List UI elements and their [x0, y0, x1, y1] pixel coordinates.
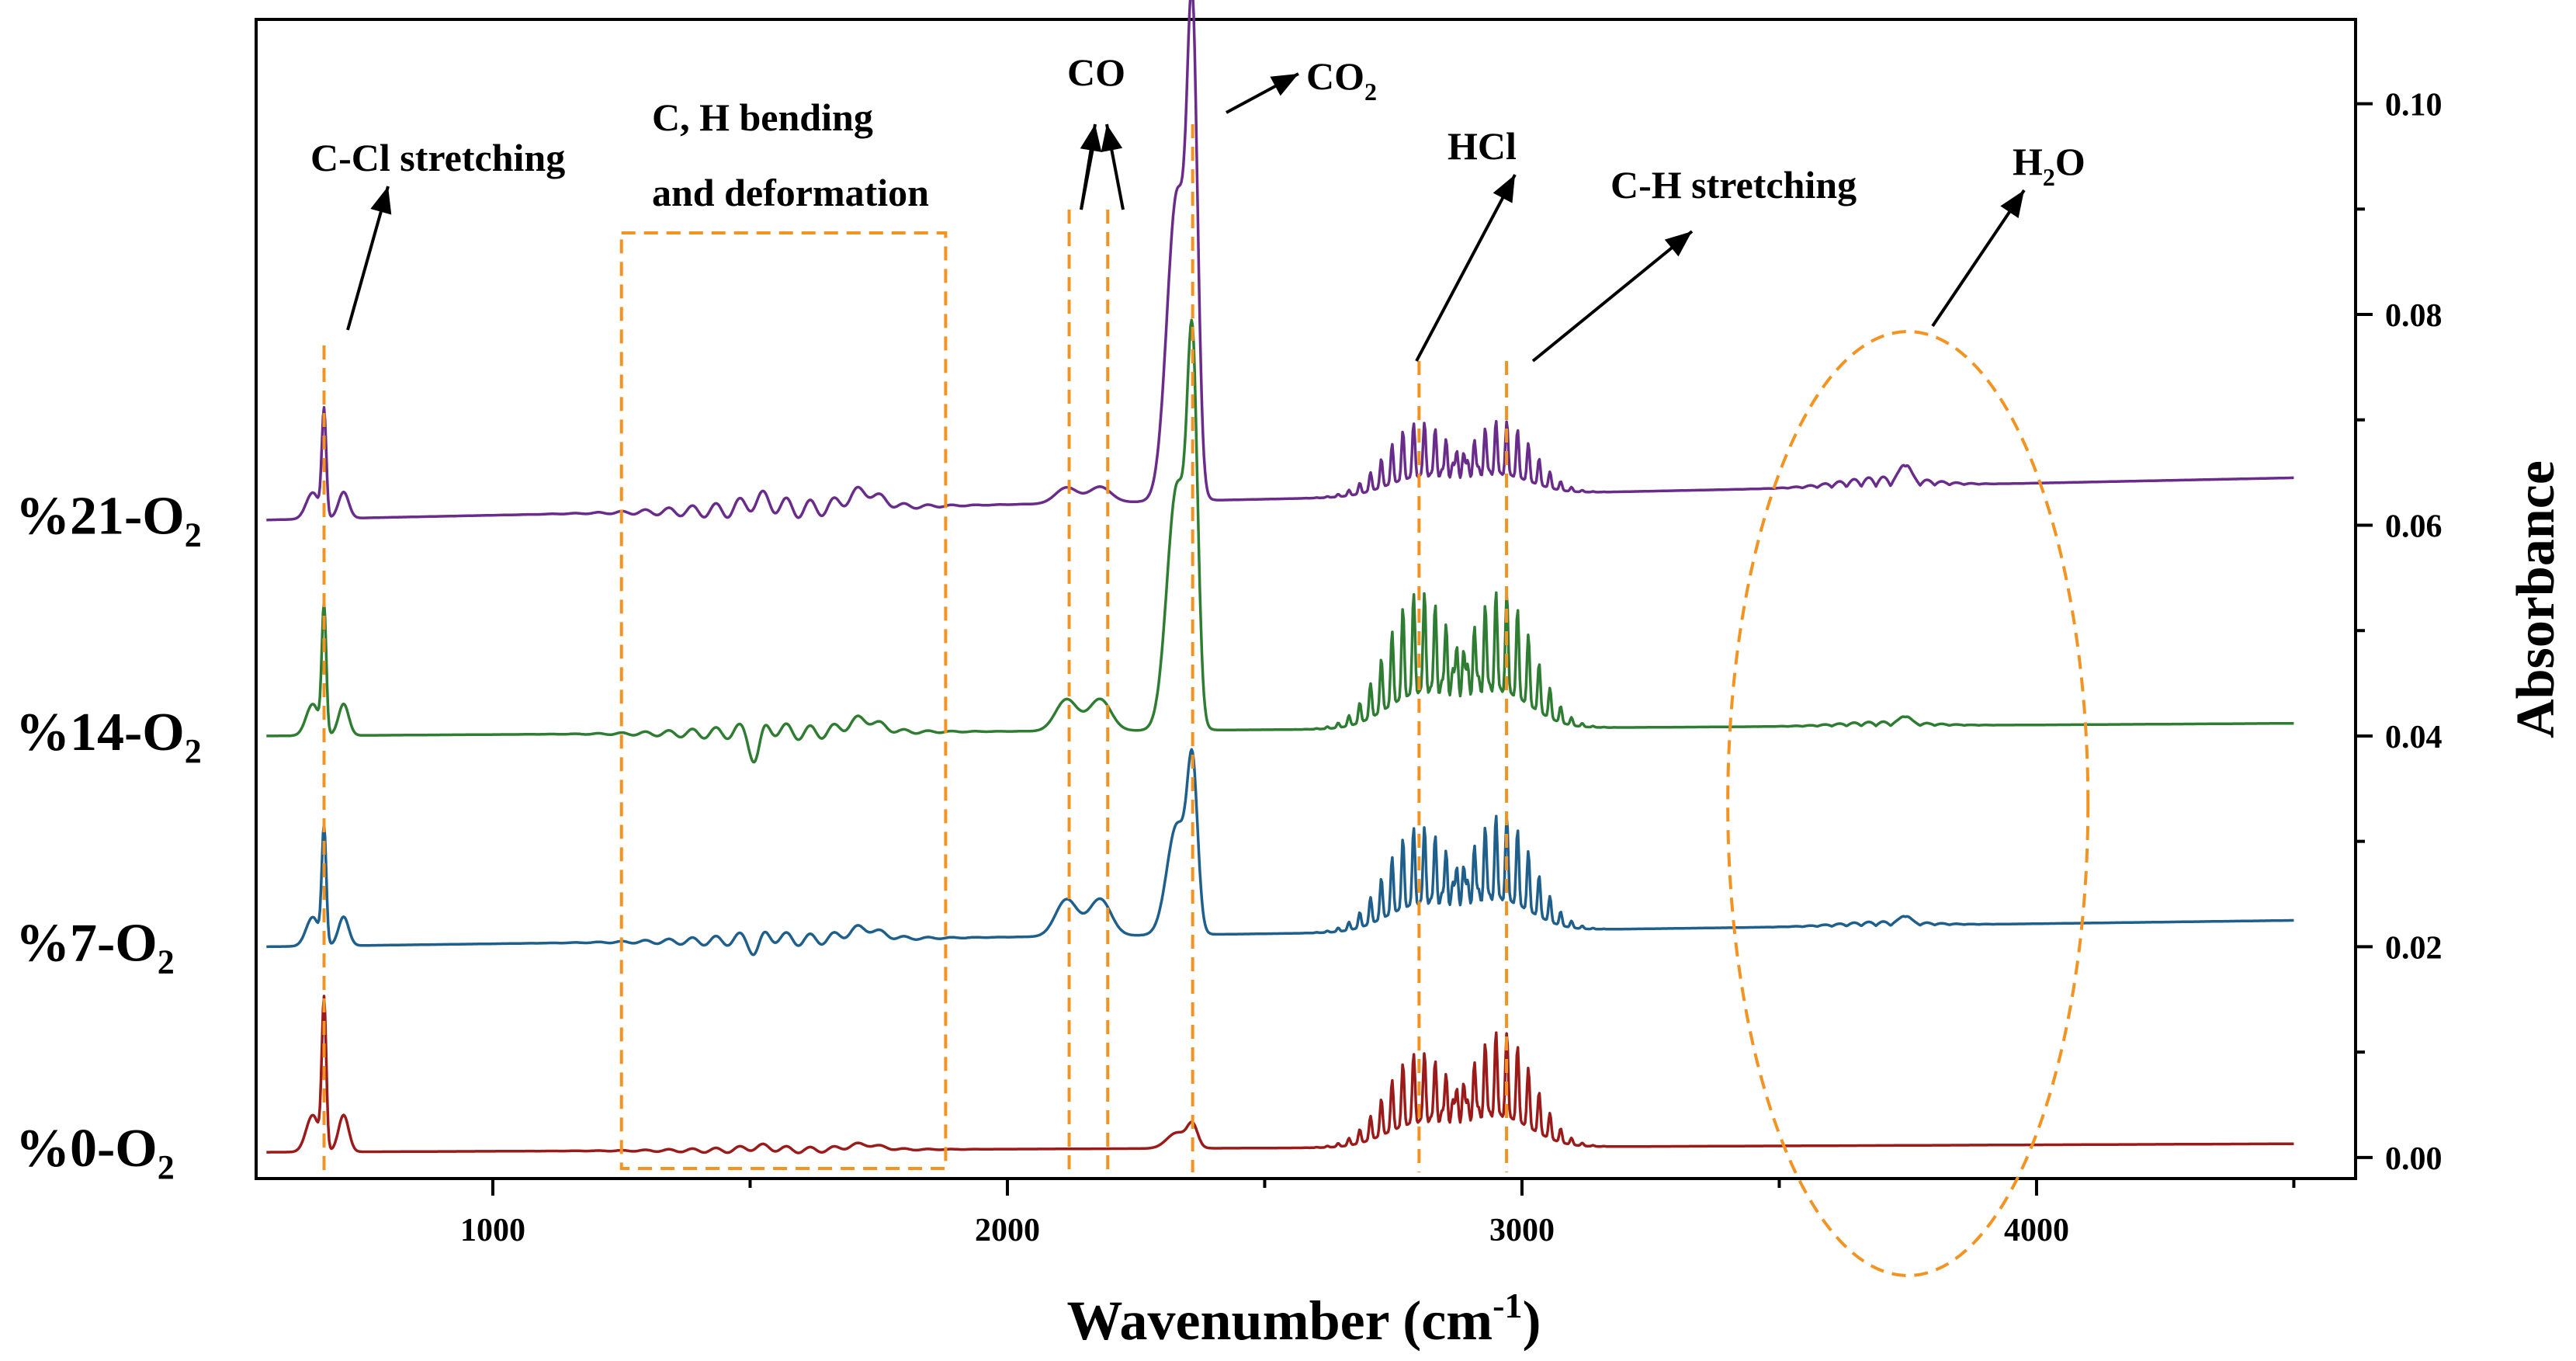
series-label-0: %0-O2: [16, 1119, 175, 1186]
arrow-co-right-head: [1101, 124, 1123, 153]
x-tick-label: 1000: [460, 1213, 525, 1248]
series-label-1: %7-O2: [16, 913, 175, 981]
annotation-hcl: HCl: [1447, 124, 1517, 168]
x-axis-title: Wavenumber (cm-1): [1067, 1286, 1541, 1352]
annotation-ccl: C-Cl stretching: [310, 136, 565, 179]
series-line-3: [265, 0, 2294, 522]
h2o-region-ellipse: [1726, 330, 2090, 1277]
annotation-h2o: H2O: [2013, 140, 2085, 191]
y-tick-label: 0.08: [2385, 298, 2443, 334]
y-axis: 0.00 0.02 0.04 0.06 0.08 0.10: [2356, 88, 2443, 1177]
arrow-ch: [1531, 230, 1694, 363]
x-tick-label: 3000: [1489, 1213, 1555, 1248]
y-tick-label: 0.02: [2385, 930, 2443, 966]
annotation-markers: [322, 72, 2090, 1277]
annotation-co: CO: [1067, 50, 1125, 94]
arrow-ccl-head: [370, 186, 392, 215]
plot-frame: [255, 18, 2357, 1180]
arrow-ch-head: [1664, 231, 1692, 257]
y-tick-label: 0.04: [2385, 720, 2443, 755]
arrow-co2-head: [1270, 74, 1298, 96]
y-axis-title: Absorbance: [2506, 460, 2566, 738]
arrow-hcl: [1415, 174, 1517, 362]
annotation-bending-line1: C, H bending: [652, 95, 873, 139]
y-tick-label: 0.00: [2385, 1141, 2443, 1177]
x-axis: 1000 2000 3000 4000: [460, 1179, 2296, 1248]
bending-region-box: [619, 231, 948, 1170]
annotation-bending-line2: and deformation: [652, 171, 929, 214]
arrow-hcl-head: [1493, 175, 1515, 203]
annotation-co2: CO2: [1306, 54, 1377, 106]
series-lines: [265, 0, 2294, 1154]
y-tick-label: 0.10: [2385, 88, 2443, 123]
annotation-ch: C-H stretching: [1610, 163, 1857, 207]
x-tick-label: 2000: [975, 1213, 1040, 1248]
series-labels: %0-O2 %7-O2 %14-O2 %21-O2: [16, 487, 202, 1186]
series-line-2: [265, 318, 2294, 764]
series-label-3: %21-O2: [16, 487, 202, 554]
y-tick-label: 0.06: [2385, 509, 2443, 544]
series-line-1: [265, 748, 2294, 957]
series-label-2: %14-O2: [16, 703, 202, 770]
series-line-0: [265, 995, 2294, 1154]
arrow-co-left-head: [1080, 124, 1102, 152]
x-tick-label: 4000: [2004, 1213, 2069, 1248]
arrow-h2o: [1931, 189, 2026, 328]
arrow-h2o-head: [2000, 190, 2024, 219]
